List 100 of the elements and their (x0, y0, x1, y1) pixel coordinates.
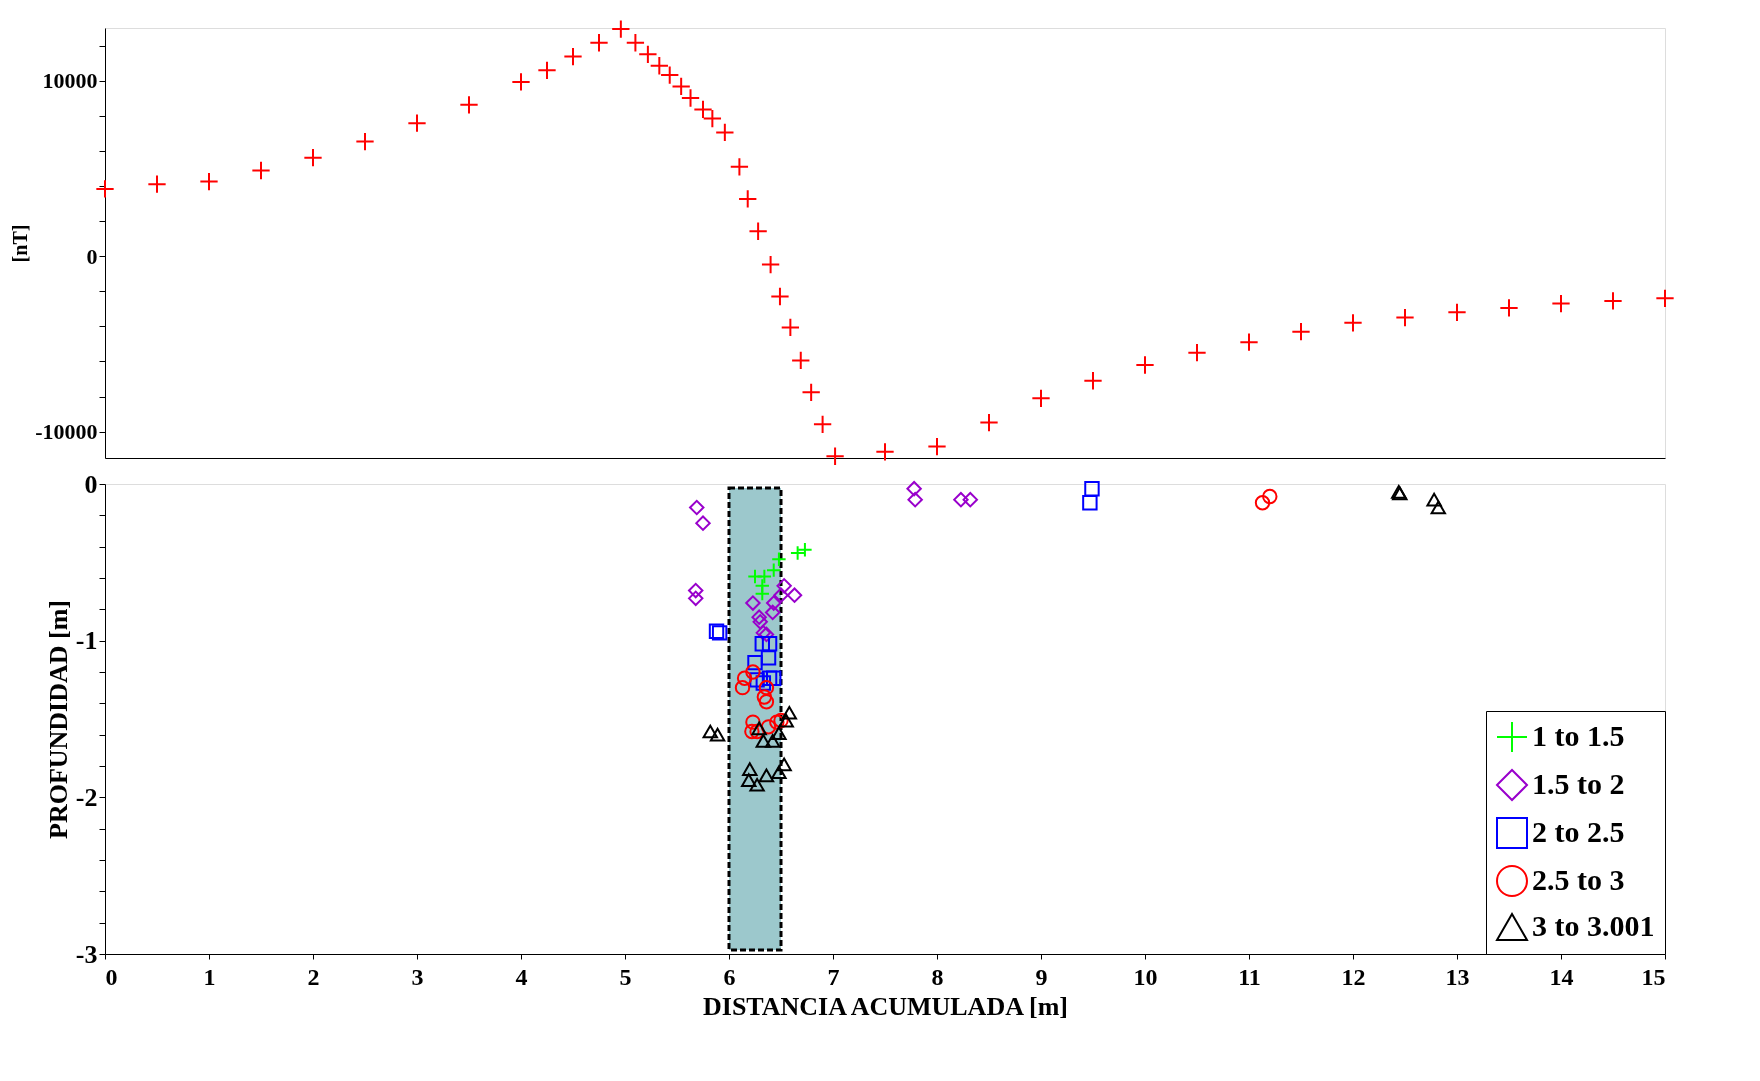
point (745, 714, 761, 730)
point (1187, 343, 1207, 363)
y-tick-label: -2 (75, 782, 98, 812)
point (758, 694, 775, 710)
point (778, 713, 794, 728)
point (979, 412, 999, 433)
point (754, 636, 770, 652)
point (563, 46, 583, 67)
point (758, 679, 775, 696)
x-tick-label: 14 (1549, 963, 1574, 990)
point (771, 726, 787, 740)
point (751, 609, 767, 625)
point (688, 582, 704, 599)
point (752, 614, 768, 630)
point (906, 480, 922, 497)
x-tick-label: 13 (1445, 963, 1470, 990)
point (1426, 492, 1442, 507)
y-tick-label: -10000 (35, 419, 98, 445)
x-tick-label: 5 (619, 963, 632, 990)
x-tick-label: 11 (1238, 963, 1261, 990)
point (875, 442, 895, 462)
point (755, 734, 772, 748)
point (1395, 307, 1415, 328)
point (747, 654, 763, 671)
y-tick-label: 10000 (42, 68, 98, 94)
point (1551, 293, 1571, 314)
point (766, 670, 782, 686)
point (715, 122, 735, 143)
point (766, 595, 782, 611)
point (1083, 371, 1103, 391)
point (764, 604, 781, 621)
point (1254, 495, 1271, 511)
point (625, 33, 646, 53)
point (755, 675, 772, 691)
point (303, 148, 323, 168)
point (459, 95, 479, 115)
x-tick-label: 12 (1341, 963, 1366, 990)
point (1291, 321, 1311, 342)
x-tick-label: 15 (1641, 963, 1666, 990)
y-tick-label: 0 (86, 243, 98, 269)
point (1135, 355, 1155, 375)
y-axis-title: PROFUNDIDAD [m] (43, 599, 73, 840)
point (199, 171, 219, 192)
point (95, 179, 115, 199)
legend-label: 1 to 1.5 (1532, 719, 1625, 752)
y-axis-title: [nT] (9, 224, 32, 263)
point (780, 317, 801, 338)
x-tick-label: 7 (827, 963, 840, 990)
point (907, 491, 923, 508)
point (749, 672, 765, 688)
x-tick-label: 8 (931, 963, 944, 990)
point (776, 578, 792, 594)
point (773, 712, 789, 729)
x-tick-label: 10 (1133, 963, 1158, 990)
point (1343, 313, 1363, 333)
legend-label: 2.5 to 3 (1532, 863, 1625, 896)
point (695, 515, 711, 531)
x-tick-label: 1 (203, 963, 216, 990)
point (769, 714, 785, 730)
point (537, 60, 557, 80)
point (611, 19, 631, 39)
legend-label: 2 to 2.5 (1532, 815, 1625, 848)
point (738, 189, 758, 209)
point (744, 723, 760, 740)
point (729, 157, 750, 177)
point (773, 587, 789, 603)
point (1447, 302, 1467, 322)
legend-label: 3 to 3.001 (1532, 909, 1655, 942)
point (741, 773, 757, 787)
point (825, 446, 845, 466)
point (702, 724, 718, 739)
point (251, 160, 271, 181)
x-tick-label: 0 (105, 963, 118, 990)
point (1499, 298, 1519, 318)
point (407, 113, 427, 133)
point (812, 414, 833, 434)
point (511, 72, 531, 92)
point (751, 721, 767, 736)
point (771, 765, 787, 780)
point (764, 734, 781, 748)
point (749, 777, 765, 792)
x-tick-label: 4 (515, 963, 528, 990)
point (786, 587, 803, 603)
point (927, 436, 947, 457)
y-tick-label: 0 (84, 469, 98, 499)
point (688, 590, 704, 607)
point (709, 727, 726, 742)
point (689, 499, 705, 516)
point (589, 33, 609, 53)
point (745, 664, 761, 680)
point (754, 585, 770, 602)
point (1603, 291, 1623, 311)
point (761, 636, 778, 652)
point (1031, 388, 1051, 408)
y-tick-label: -3 (75, 939, 98, 969)
point (770, 286, 790, 307)
x-tick-label: 3 (411, 963, 424, 990)
point (760, 650, 777, 666)
point (1082, 495, 1098, 511)
point (776, 757, 792, 772)
